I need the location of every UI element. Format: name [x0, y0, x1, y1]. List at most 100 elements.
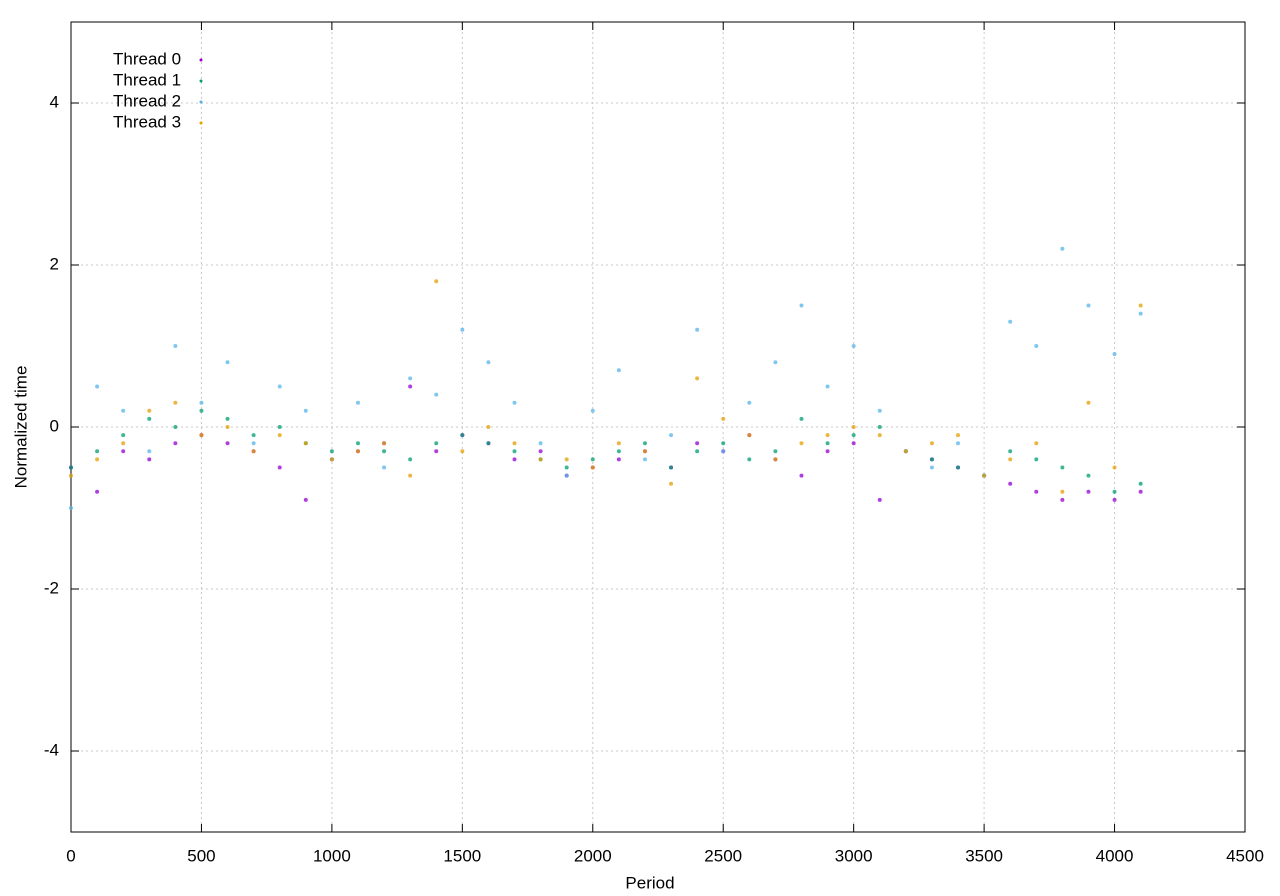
point — [799, 441, 804, 446]
point — [982, 473, 987, 478]
point — [1138, 303, 1143, 308]
point — [747, 433, 752, 438]
point — [825, 449, 830, 454]
point — [1060, 465, 1065, 470]
point — [695, 376, 700, 381]
point — [747, 400, 752, 405]
point — [1086, 489, 1091, 494]
point — [355, 449, 360, 454]
point — [1034, 489, 1039, 494]
point — [434, 449, 439, 454]
point — [721, 416, 726, 421]
point — [69, 473, 73, 478]
point — [590, 408, 595, 413]
point — [747, 457, 752, 462]
point — [1008, 457, 1013, 462]
point — [616, 449, 621, 454]
point — [642, 449, 647, 454]
point — [773, 457, 778, 462]
x-axis-label: Period — [625, 873, 674, 892]
y-axis-label: Normalized time — [11, 366, 30, 489]
point — [121, 449, 126, 454]
point — [225, 441, 230, 446]
x-tick-label: 500 — [187, 846, 215, 865]
point — [512, 457, 517, 462]
point — [121, 441, 126, 446]
point — [199, 433, 204, 438]
x-tick-label: 3500 — [965, 846, 1003, 865]
point — [721, 449, 726, 454]
x-tick-label: 4500 — [1226, 846, 1264, 865]
point — [1034, 457, 1039, 462]
point — [1112, 352, 1117, 357]
point — [877, 408, 882, 413]
point — [1086, 400, 1091, 405]
point — [799, 416, 804, 421]
point — [1034, 344, 1039, 348]
point — [877, 433, 882, 438]
point — [408, 384, 413, 389]
point — [460, 327, 465, 332]
point — [408, 457, 413, 462]
y-tick-label: 4 — [50, 92, 59, 111]
point — [95, 384, 100, 389]
point — [173, 441, 178, 446]
point — [173, 425, 178, 429]
point — [1060, 489, 1065, 494]
point — [121, 408, 126, 413]
point — [95, 489, 100, 494]
point — [1060, 246, 1065, 251]
point — [355, 400, 360, 405]
point — [251, 449, 256, 454]
point — [1112, 497, 1117, 502]
point — [303, 408, 308, 413]
point — [1138, 311, 1143, 316]
point — [225, 360, 230, 365]
point — [434, 392, 439, 397]
point — [225, 425, 230, 429]
point — [173, 400, 178, 405]
point — [1138, 489, 1143, 494]
point — [1008, 319, 1013, 324]
point — [590, 457, 595, 462]
point — [903, 449, 908, 454]
plot-frame — [70, 21, 1246, 833]
point — [1138, 481, 1143, 486]
point — [199, 400, 204, 405]
point — [877, 425, 882, 429]
x-tick-label: 0 — [66, 846, 75, 865]
point — [277, 465, 282, 470]
point — [121, 433, 126, 438]
y-tick-label: -2 — [44, 578, 59, 597]
point — [695, 449, 700, 454]
point — [1086, 473, 1091, 478]
point — [434, 441, 439, 446]
point — [512, 449, 517, 454]
point — [1086, 303, 1091, 308]
point — [355, 441, 360, 446]
point — [642, 441, 647, 446]
point — [616, 368, 621, 373]
point — [564, 473, 569, 478]
point — [512, 400, 517, 405]
point — [1034, 441, 1039, 446]
point — [669, 433, 674, 438]
point — [303, 441, 308, 446]
legend-marker — [199, 58, 203, 62]
point — [851, 433, 856, 438]
point — [277, 433, 282, 438]
point — [95, 449, 100, 454]
point — [799, 303, 804, 308]
point — [695, 327, 700, 332]
point — [69, 465, 73, 470]
legend-marker — [199, 79, 203, 83]
point — [382, 449, 387, 454]
point — [251, 441, 256, 446]
x-tick-label: 3000 — [835, 846, 873, 865]
legend-marker — [199, 121, 203, 125]
point — [199, 408, 204, 413]
point — [147, 416, 152, 421]
legend-label: Thread 0 — [113, 49, 181, 68]
point — [486, 441, 491, 446]
point — [642, 457, 647, 462]
